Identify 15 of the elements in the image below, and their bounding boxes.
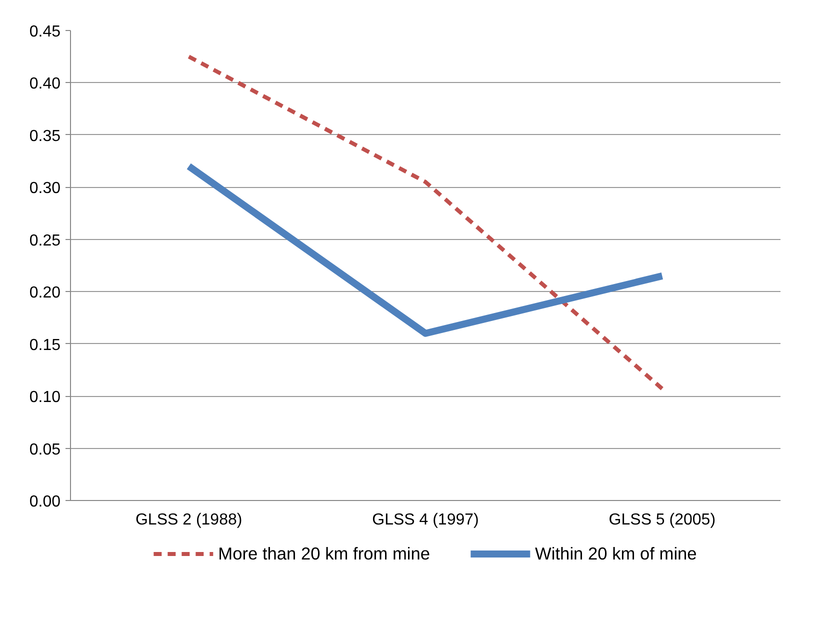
x-tick-label: GLSS 4 (1997) [372, 512, 479, 528]
y-tick-label: 0.45 [29, 24, 61, 40]
x-tick-label: GLSS 2 (1988) [135, 512, 242, 528]
y-tick-label: 0.20 [29, 284, 61, 302]
y-tick-label: 0.15 [29, 336, 61, 354]
y-tick-label: 0.30 [29, 180, 61, 198]
legend-label: More than 20 km from mine [218, 543, 430, 564]
y-tick-label: 0.05 [29, 441, 61, 458]
legend-label: Within 20 km of mine [535, 543, 697, 564]
y-tick-label: 0.40 [29, 76, 61, 93]
y-tick-label: 0.10 [29, 389, 61, 406]
x-tick-label: GLSS 5 (2005) [608, 512, 716, 528]
y-tick-label: 0.00 [29, 494, 61, 510]
y-tick-label: 0.25 [29, 232, 61, 250]
y-tick-label: 0.35 [29, 128, 61, 145]
